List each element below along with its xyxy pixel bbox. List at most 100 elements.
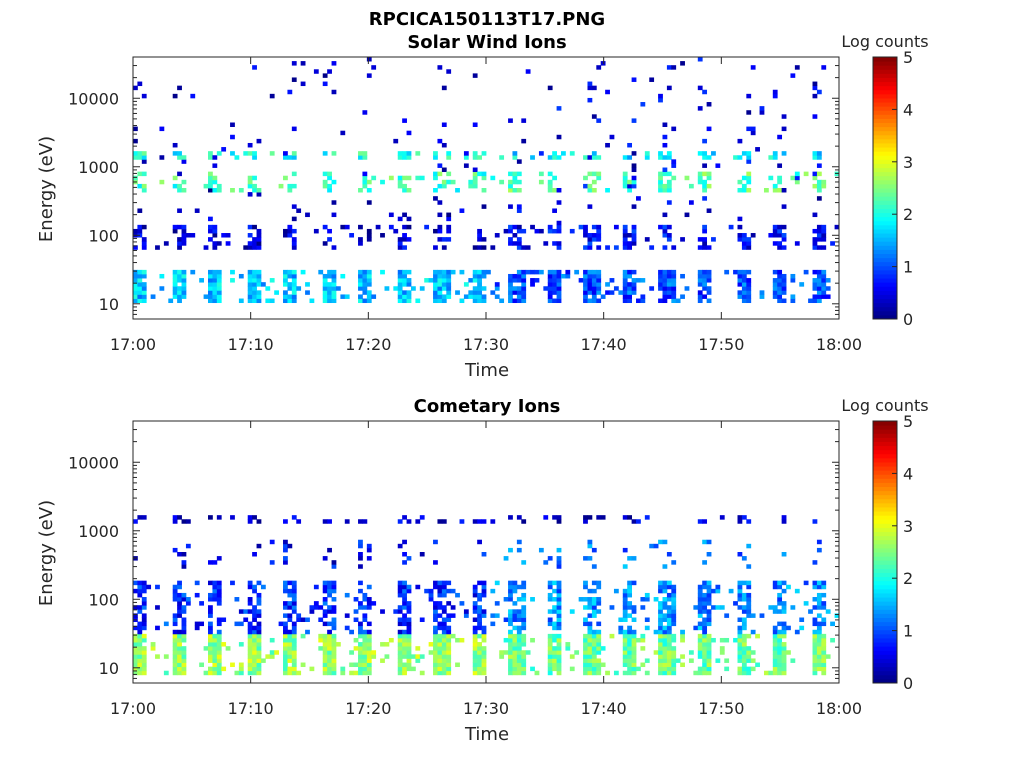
heatmap-cell bbox=[177, 646, 182, 651]
heatmap-cell bbox=[552, 666, 557, 672]
heatmap-cell bbox=[547, 179, 553, 185]
heatmap-cell bbox=[658, 637, 663, 643]
y-tick-label: 10 bbox=[99, 295, 119, 314]
heatmap-cell bbox=[750, 666, 756, 672]
heatmap-cell bbox=[216, 290, 222, 295]
heatmap-cell bbox=[508, 204, 513, 209]
heatmap-cell bbox=[627, 294, 633, 299]
heatmap-cell bbox=[331, 282, 337, 287]
heatmap-cell bbox=[133, 642, 138, 647]
heatmap-cell bbox=[402, 224, 407, 230]
heatmap-cell bbox=[291, 670, 297, 676]
heatmap-cell bbox=[741, 298, 747, 304]
heatmap-cell bbox=[702, 294, 708, 299]
heatmap-cell bbox=[283, 666, 288, 672]
heatmap-cell bbox=[252, 617, 257, 622]
heatmap-cell bbox=[666, 613, 672, 618]
heatmap-cell bbox=[627, 580, 633, 586]
heatmap-cell bbox=[322, 183, 328, 189]
heatmap-cell bbox=[591, 597, 597, 602]
heatmap-cell bbox=[441, 122, 447, 127]
heatmap-cell bbox=[433, 278, 438, 283]
heatmap-cell bbox=[834, 613, 840, 618]
heatmap-cell bbox=[622, 588, 628, 594]
heatmap-cell bbox=[552, 273, 557, 279]
heatmap-cell bbox=[547, 658, 553, 663]
colorbar-swatch bbox=[873, 142, 897, 148]
heatmap-cell bbox=[177, 85, 182, 91]
heatmap-cell bbox=[750, 658, 756, 663]
heatmap-cell bbox=[821, 278, 827, 283]
heatmap-cell bbox=[521, 245, 527, 250]
heatmap-cell bbox=[362, 646, 368, 651]
heatmap-cell bbox=[636, 637, 641, 643]
heatmap-cell bbox=[366, 670, 372, 676]
colorbar-swatch bbox=[873, 433, 897, 438]
heatmap-cell bbox=[358, 662, 363, 668]
heatmap-cell bbox=[177, 642, 182, 647]
heatmap-cell bbox=[287, 188, 293, 193]
heatmap-cell bbox=[666, 609, 672, 614]
heatmap-cell bbox=[697, 666, 703, 672]
heatmap-cell bbox=[772, 89, 778, 95]
heatmap-cell bbox=[406, 642, 412, 647]
heatmap-cell bbox=[283, 605, 288, 610]
heatmap-cell bbox=[600, 646, 606, 651]
heatmap-cell bbox=[252, 637, 257, 643]
heatmap-cell bbox=[556, 245, 562, 250]
colorbar-swatch bbox=[873, 597, 897, 602]
heatmap-cell bbox=[706, 290, 712, 295]
heatmap-cell bbox=[706, 637, 712, 643]
heatmap-cell bbox=[508, 188, 513, 193]
heatmap-cell bbox=[472, 646, 478, 651]
heatmap-cell bbox=[287, 642, 293, 647]
heatmap-cell bbox=[587, 171, 593, 177]
heatmap-cell bbox=[547, 556, 553, 561]
heatmap-cell bbox=[666, 633, 672, 639]
heatmap-cell bbox=[441, 662, 447, 668]
heatmap-cell bbox=[777, 298, 783, 304]
heatmap-cell bbox=[137, 584, 143, 590]
heatmap-cell bbox=[441, 658, 447, 663]
heatmap-cell bbox=[194, 208, 200, 213]
heatmap-cell bbox=[402, 605, 407, 610]
heatmap-cell bbox=[481, 269, 487, 275]
heatmap-cell bbox=[746, 179, 752, 185]
heatmap-cell bbox=[141, 666, 147, 672]
heatmap-cell bbox=[446, 171, 452, 177]
heatmap-cell bbox=[406, 556, 412, 561]
heatmap-cell bbox=[362, 298, 368, 304]
heatmap-cell bbox=[402, 560, 407, 565]
heatmap-cell bbox=[481, 633, 487, 639]
heatmap-cell bbox=[631, 556, 637, 561]
heatmap-cell bbox=[627, 605, 633, 610]
heatmap-cell bbox=[433, 188, 438, 193]
heatmap-cell bbox=[177, 183, 182, 189]
heatmap-cell bbox=[437, 605, 443, 610]
heatmap-cell bbox=[724, 658, 730, 663]
heatmap-cell bbox=[322, 666, 328, 672]
heatmap-cell bbox=[327, 273, 332, 279]
heatmap-cell bbox=[437, 613, 443, 618]
heatmap-cell bbox=[327, 662, 332, 668]
heatmap-cell bbox=[481, 175, 487, 181]
heatmap-cell bbox=[362, 273, 368, 279]
heatmap-cell bbox=[781, 629, 787, 635]
heatmap-cell bbox=[181, 278, 187, 283]
heatmap-cell bbox=[772, 625, 778, 631]
heatmap-cell bbox=[662, 142, 668, 148]
heatmap-cell bbox=[137, 155, 143, 160]
heatmap-cell bbox=[322, 601, 328, 606]
heatmap-cell bbox=[821, 592, 827, 598]
heatmap-cell bbox=[397, 588, 403, 594]
heatmap-cell bbox=[508, 609, 513, 614]
heatmap-cell bbox=[446, 290, 452, 295]
heatmap-cell bbox=[203, 245, 209, 250]
heatmap-cell bbox=[283, 642, 288, 647]
heatmap-cell bbox=[702, 171, 708, 177]
heatmap-cell bbox=[155, 605, 160, 610]
heatmap-cell bbox=[565, 646, 571, 651]
heatmap-cell bbox=[331, 298, 337, 304]
heatmap-cell bbox=[816, 621, 822, 627]
heatmap-cell bbox=[181, 286, 187, 291]
